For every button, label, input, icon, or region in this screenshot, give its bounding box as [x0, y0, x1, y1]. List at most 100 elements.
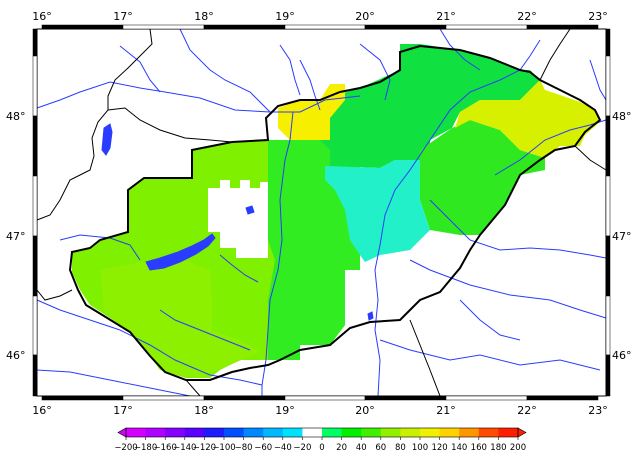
river-upper-tisza [589, 59, 607, 101]
river-maros [409, 259, 607, 319]
colorbar-segment [204, 428, 225, 437]
frame-bar-top [122, 24, 205, 30]
colorbar-segment [322, 428, 343, 437]
colorbar-min-arrow [117, 427, 127, 438]
border-slovenia [36, 289, 73, 301]
lat-tick-label-right: 46° [612, 349, 632, 362]
frame-bar-bottom [203, 395, 286, 401]
region-yellow-north [278, 84, 345, 140]
colorbar-tick-label: 160 [471, 443, 487, 453]
region-northeast-yellow [455, 80, 600, 158]
border-slovakia-west [107, 107, 233, 143]
border-croatia-south [185, 379, 201, 397]
frame-bar-bottom [364, 395, 447, 401]
colorbar-tick-label: −180 [134, 443, 157, 453]
region-central [268, 140, 360, 360]
colorbar-segment [420, 428, 441, 437]
lon-tick-label-bottom: 17° [113, 404, 133, 417]
frame-bar-top [364, 24, 447, 30]
colorbar-tick-label: −20 [293, 443, 311, 453]
frame-bar-right [605, 235, 611, 297]
rivers [36, 28, 607, 397]
lat-ticks-left: 48° 47° 46° [6, 110, 26, 362]
frame-bars [32, 24, 611, 401]
river-danube-hu [261, 111, 294, 396]
frame-bar-bottom [445, 395, 528, 401]
colorbar-segment [459, 428, 480, 437]
region-southwest [100, 258, 260, 378]
river-sava [36, 369, 191, 397]
frame-bar-right [605, 115, 611, 177]
frame-bar-top [41, 24, 124, 30]
lon-tick-label-top: 23° [588, 10, 608, 23]
colorbar-segment [263, 428, 284, 437]
colorbar-segment [145, 428, 166, 437]
lon-tick-label-top: 16° [32, 10, 52, 23]
river-morava [119, 45, 161, 93]
region-cyan [325, 160, 430, 262]
frame-bar-right [605, 55, 611, 117]
frame-bar-left [32, 175, 38, 237]
river-sio [219, 254, 259, 283]
data-cells [72, 44, 600, 378]
colorbar-segment [478, 428, 499, 437]
lat-ticks-right: 48° 47° 46° [612, 110, 632, 362]
colorbar-tick-label: −40 [274, 443, 292, 453]
colorbar-tick-label: −120 [193, 443, 216, 453]
lat-tick-label-left: 48° [6, 110, 26, 123]
river-drava [36, 299, 263, 386]
lon-tick-label-bottom: 23° [588, 404, 608, 417]
lon-ticks-bottom: 16° 17° 18° 19° 20° 21° 22° 23° [32, 404, 608, 417]
colorbar-max-arrow [517, 427, 527, 438]
colorbar-tick-label: 100 [412, 443, 428, 453]
colorbar-tick-label: 120 [431, 443, 447, 453]
colorbar-segment [439, 428, 460, 437]
lon-tick-label-top: 21° [436, 10, 456, 23]
frame-bar-top [284, 24, 366, 30]
frame-bar-right [605, 295, 611, 356]
lake-balaton [145, 233, 216, 271]
border-romania-ukraine [574, 145, 607, 171]
colorbar-segment [400, 428, 421, 437]
colorbar-tick-label: 200 [510, 443, 526, 453]
colorbar-tick-label: 60 [375, 443, 386, 453]
river-danube-upper [36, 81, 361, 113]
border-austria-czech [36, 28, 153, 221]
frame-bar-bottom [41, 395, 124, 401]
border-serbia-romania [409, 319, 441, 397]
lake-small-south [367, 311, 374, 321]
colorbar [117, 427, 527, 440]
colorbar-segment [302, 428, 323, 437]
river-szamos [494, 119, 607, 176]
colorbar-tick-label: −80 [235, 443, 253, 453]
lon-tick-label-top: 22° [517, 10, 537, 23]
lake-neusiedl [101, 123, 113, 156]
colorbar-segment [126, 428, 147, 437]
colorbar-segment [341, 428, 362, 437]
river-kapos [159, 309, 251, 351]
lon-tick-label-top: 17° [113, 10, 133, 23]
colorbar-segment [498, 428, 519, 437]
colorbar-tick-label: −140 [173, 443, 196, 453]
colorbar-tick-label: −100 [212, 443, 235, 453]
frame-bar-left [32, 115, 38, 177]
frame-bar-bottom [526, 395, 599, 401]
colorbar-tick-label: 80 [395, 443, 406, 453]
colorbar-segment [165, 428, 186, 437]
river-hron [299, 59, 321, 111]
river-nitra [279, 44, 301, 96]
frame-bar-left [32, 295, 38, 356]
frame-bar-left [32, 28, 38, 57]
lon-tick-label-bottom: 16° [32, 404, 52, 417]
colorbar-tick-label: 140 [451, 443, 467, 453]
river-timis [459, 299, 521, 341]
colorbar-segment [184, 428, 205, 437]
lakes [101, 123, 374, 321]
missing-data-area [208, 180, 268, 258]
frame-bar-right [605, 28, 611, 57]
frame-bar-right [605, 175, 611, 237]
river-ipel [359, 43, 391, 101]
colorbar-segment [243, 428, 264, 437]
lat-tick-label-right: 48° [612, 110, 632, 123]
